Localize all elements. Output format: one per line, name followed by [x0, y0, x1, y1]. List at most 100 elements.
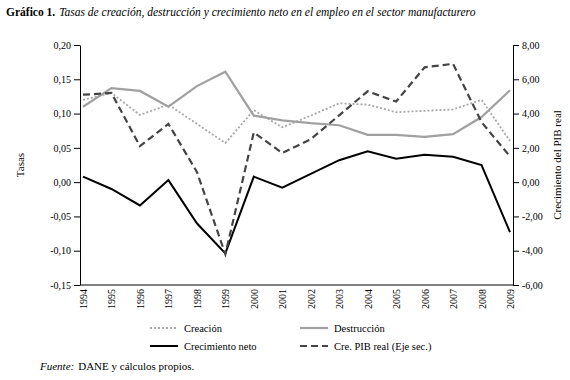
x-tick-label: 1995: [106, 289, 117, 309]
y-tick: -0,15: [50, 280, 80, 291]
title-line: Gráfico 1. Tasas de creación, destrucción…: [6, 6, 476, 19]
x-tick-label: 2000: [249, 289, 260, 309]
x-tick: 2006: [420, 285, 431, 309]
y-tick-label: -0,10: [50, 245, 71, 256]
subtitle: Tasas de creación, destrucción y crecimi…: [59, 6, 475, 19]
y2-tick-label: 6,00: [522, 74, 540, 85]
y2-tick-mark: [513, 79, 519, 80]
y-tick: -0,10: [50, 245, 80, 256]
x-tick: 2003: [334, 285, 345, 309]
x-tick-label: 2008: [477, 289, 488, 309]
axis-line: [513, 46, 514, 286]
y2-tick: -4,00: [513, 245, 543, 256]
y-tick-mark: [74, 148, 80, 149]
legend-label: Creación: [184, 323, 223, 334]
y2-tick-label: -4,00: [522, 245, 543, 256]
x-tick-label: 1997: [163, 289, 174, 309]
series-line: [83, 151, 510, 253]
y-tick-label: 0,20: [54, 40, 72, 51]
y2-tick: 6,00: [513, 74, 540, 85]
y2-tick-mark: [513, 251, 519, 252]
x-tick: 1998: [192, 285, 203, 309]
y-axis: -0,15 -0,10 -0,05 0,00 0,05 0,10 0,15 0,20: [50, 40, 80, 291]
y2-tick-label: -2,00: [522, 211, 543, 222]
y2-tick: -6,00: [513, 280, 543, 291]
y-tick-mark: [74, 182, 80, 183]
legend-item: Cre. PIB real (Eje sec.): [300, 341, 432, 353]
legend-item: Creación: [150, 323, 223, 334]
y2-tick: 0,00: [513, 177, 540, 188]
legend-item: Destrucción: [300, 323, 385, 334]
y2-tick: 8,00: [513, 40, 540, 51]
x-tick-label: 2007: [448, 289, 459, 309]
x-tick-label: 2009: [505, 289, 516, 309]
legend-item: Crecimiento neto: [150, 341, 257, 352]
y-tick-label: -0,15: [50, 280, 71, 291]
x-tick: 2001: [277, 285, 288, 309]
legend: Creación Destrucción Crecimiento neto Cre. …: [150, 323, 432, 353]
y-tick: 0,20: [54, 40, 81, 51]
x-tick: 2009: [505, 285, 516, 309]
source-line: Fuente: DANE y cálculos propios.: [39, 360, 195, 372]
y2-axis: -6,00 -4,00 -2,00 0,00 2,00 4,00 6,00 8,00: [513, 40, 543, 291]
axis-line: [80, 285, 513, 286]
y-tick-mark: [74, 285, 80, 286]
y2-tick-label: 0,00: [522, 177, 540, 188]
legend-key: [150, 327, 178, 329]
y-tick: 0,00: [54, 177, 81, 188]
y-tick: -0,05: [50, 211, 80, 222]
y2-tick-label: 2,00: [522, 143, 540, 154]
x-tick-label: 2002: [306, 289, 317, 309]
y-tick-label: -0,05: [50, 211, 71, 222]
y-tick-mark: [74, 251, 80, 252]
x-tick: 2002: [306, 285, 317, 309]
y2-tick-mark: [513, 216, 519, 217]
series-line: [83, 72, 510, 137]
x-tick-label: 2001: [277, 289, 288, 309]
y-tick-mark: [74, 79, 80, 80]
plot-area: [83, 64, 510, 254]
axis-line: [80, 46, 81, 286]
x-tick: 2008: [477, 285, 488, 309]
legend-label: Crecimiento neto: [184, 341, 257, 352]
x-tick-label: 1999: [220, 289, 231, 309]
y-tick: 0,15: [54, 74, 81, 85]
y2-tick-mark: [513, 148, 519, 149]
legend-key: [150, 345, 178, 347]
x-tick: 2007: [448, 285, 459, 309]
x-tick-label: 1998: [192, 289, 203, 309]
y-tick: 0,10: [54, 108, 81, 119]
legend-key: [300, 327, 328, 329]
x-tick: 2000: [249, 285, 260, 309]
y2-tick-mark: [513, 285, 519, 286]
x-tick-label: 2005: [391, 289, 402, 309]
x-tick: 1999: [220, 285, 231, 309]
y-tick-mark: [74, 216, 80, 217]
title: Gráfico 1.: [6, 6, 55, 18]
x-tick-label: 2003: [334, 289, 345, 309]
y2-tick: -2,00: [513, 211, 543, 222]
chart: Gráfico 1. Tasas de creación, destrucción…: [0, 0, 570, 380]
y2-tick: 4,00: [513, 108, 540, 119]
y-tick-mark: [74, 45, 80, 46]
y2-tick: 2,00: [513, 143, 540, 154]
y-tick-label: 0,10: [54, 108, 72, 119]
legend-label: Cre. PIB real (Eje sec.): [334, 341, 432, 353]
x-tick: 2005: [391, 285, 402, 309]
y2-axis-title: Crecimiento del PIB real: [551, 110, 563, 220]
y2-tick-label: 8,00: [522, 40, 540, 51]
y2-tick-mark: [513, 45, 519, 46]
series-line: [83, 64, 510, 254]
source-label: Fuente:: [39, 360, 74, 372]
y2-tick-mark: [513, 114, 519, 115]
x-tick-label: 2004: [363, 289, 374, 309]
y2-tick-mark: [513, 182, 519, 183]
y-tick-label: 0,05: [54, 143, 72, 154]
y2-tick-label: 4,00: [522, 108, 540, 119]
y2-tick-label: -6,00: [522, 280, 543, 291]
x-tick-label: 1996: [135, 289, 146, 309]
source: DANE y cálculos propios.: [78, 360, 194, 372]
y-tick: 0,05: [54, 143, 81, 154]
legend-key: [300, 345, 328, 347]
y-axis-title: Tasas: [14, 153, 26, 177]
